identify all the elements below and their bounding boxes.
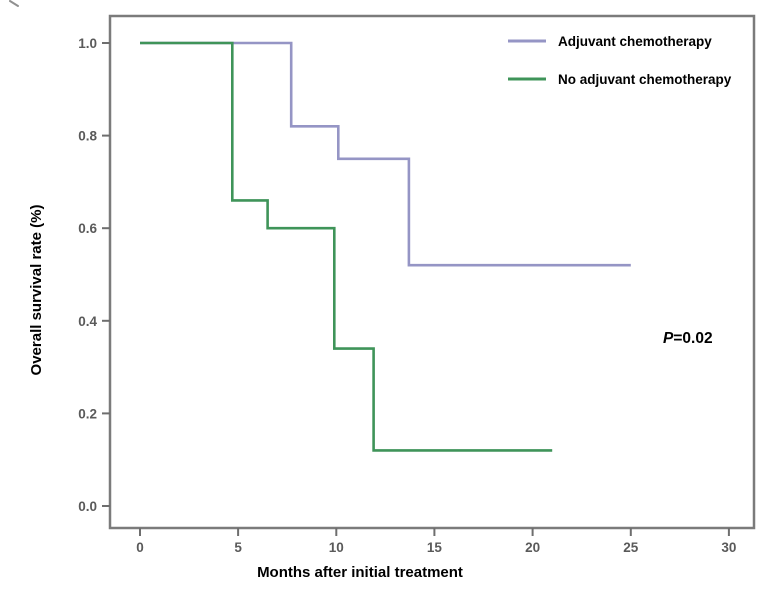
legend-label-no-adjuvant-chemotherapy: No adjuvant chemotherapy <box>558 72 732 87</box>
x-axis-label: Months after initial treatment <box>257 564 463 581</box>
y-tick-label: 0.4 <box>78 314 97 329</box>
corner-artifact <box>9 0 19 7</box>
x-tick-label: 20 <box>525 540 540 555</box>
legend: Adjuvant chemotherapy No adjuvant chemot… <box>508 34 732 87</box>
p-value: =0.02 <box>673 330 712 347</box>
x-tick-label: 30 <box>721 540 736 555</box>
x-tick-label: 15 <box>427 540 443 555</box>
y-axis-ticks: 0.0 0.2 0.4 0.6 0.8 1.0 <box>78 36 110 514</box>
y-axis-label: Overall survival rate (%) <box>28 205 45 376</box>
y-tick-label: 0.8 <box>78 129 97 144</box>
y-tick-label: 1.0 <box>78 36 97 51</box>
x-axis-ticks: 0 5 10 15 20 25 30 <box>136 528 736 555</box>
survival-curve-adjuvant-chemotherapy <box>140 41 631 267</box>
plot-border <box>108 14 756 530</box>
x-tick-label: 5 <box>234 540 242 555</box>
legend-label-adjuvant-chemotherapy: Adjuvant chemotherapy <box>558 34 712 49</box>
y-tick-label: 0.0 <box>78 499 97 514</box>
x-tick-label: 25 <box>623 540 639 555</box>
y-tick-label: 0.2 <box>78 406 97 421</box>
survival-curve-no-adjuvant-chemotherapy <box>140 41 553 452</box>
p-symbol: P <box>663 330 674 347</box>
x-tick-label: 0 <box>136 540 144 555</box>
p-value-annotation: P=0.02 <box>663 330 713 347</box>
survival-curves <box>140 41 631 452</box>
x-tick-label: 10 <box>329 540 344 555</box>
y-tick-label: 0.6 <box>78 221 97 236</box>
